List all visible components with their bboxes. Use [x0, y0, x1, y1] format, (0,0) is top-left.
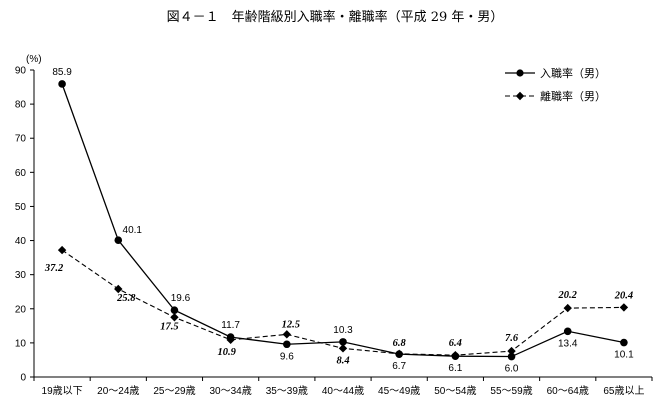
data-point-separation-rate [282, 330, 292, 339]
data-point-separation-rate [394, 349, 404, 359]
data-label-entry-rate: 19.6 [171, 293, 191, 304]
data-point-entry-rate [563, 327, 572, 336]
x-tick-label: 25～29歳 [153, 385, 195, 397]
data-point-separation-rate [170, 313, 179, 322]
x-tick-label: 19歳以下 [42, 385, 83, 397]
data-point-entry-rate [507, 352, 516, 361]
y-axis-unit: (%) [26, 54, 42, 65]
y-tick-label: 50 [15, 202, 27, 213]
data-label-entry-rate: 9.6 [280, 351, 294, 362]
x-tick-label: 30～34歳 [210, 385, 252, 397]
data-label-separation-rate: 10.9 [217, 347, 236, 358]
x-tick-label: 55～59歳 [490, 385, 532, 397]
chart-title: 図４－１ 年齢階級別入職率・離職率（平成 29 年・男） [167, 9, 504, 25]
data-point-entry-rate [170, 306, 179, 314]
x-tick-label: 50～54歳 [434, 385, 476, 397]
data-label-entry-rate: 11.7 [221, 320, 240, 331]
data-point-separation-rate [563, 303, 572, 313]
data-label-separation-rate: 7.6 [505, 333, 519, 344]
data-point-entry-rate [283, 340, 291, 349]
data-label-separation-rate: 6.8 [393, 338, 407, 349]
y-tick-label: 0 [20, 373, 26, 384]
x-tick-label: 45～49歳 [378, 385, 420, 397]
series-lines [61, 83, 625, 358]
data-point-entry-rate [114, 236, 123, 245]
data-label-entry-rate: 10.3 [333, 325, 353, 336]
data-label-separation-rate: 8.4 [336, 355, 349, 366]
data-label-separation-rate: 20.2 [558, 290, 578, 301]
data-label-entry-rate: 6.1 [448, 363, 462, 374]
y-ticks: 0 10 20 30 40 50 60 70 80 90 [15, 66, 34, 384]
data-label-separation-rate: 20.4 [614, 290, 633, 301]
data-point-entry-rate [620, 338, 628, 347]
data-point-separation-rate [451, 350, 460, 360]
y-tick-label: 10 [15, 338, 27, 349]
data-label-entry-rate: 40.1 [123, 225, 143, 236]
data-point-entry-rate [339, 338, 347, 346]
y-tick-label: 40 [15, 236, 27, 247]
data-label-separation-rate: 25.8 [116, 293, 136, 304]
y-tick-label: 20 [15, 304, 27, 315]
x-tick-label: 35～39歳 [266, 385, 308, 397]
data-label-entry-rate: 6.0 [505, 364, 519, 375]
legend-marker-separation-rate [515, 91, 525, 101]
series-markers [57, 80, 629, 361]
y-tick-label: 30 [15, 270, 27, 281]
legend-marker-entry-rate [516, 69, 524, 77]
y-tick-label: 70 [15, 134, 27, 145]
data-label-separation-rate: 37.2 [44, 263, 64, 274]
data-labels: 85.9 40.1 19.6 11.7 9.6 10.3 6.7 6.1 6.0 13.4 10.1… [44, 67, 634, 375]
data-point-entry-rate [58, 80, 66, 88]
data-point-separation-rate [226, 335, 235, 345]
data-point-separation-rate [507, 346, 516, 356]
x-tick-label: 65歳以上 [603, 385, 644, 397]
legend: 入職率（男） 離職率（男） [505, 66, 606, 103]
data-point-separation-rate [619, 303, 629, 312]
series-line-entry-rate [61, 83, 625, 358]
data-label-separation-rate: 6.4 [449, 338, 462, 349]
y-tick-label: 80 [15, 100, 27, 111]
data-label-entry-rate: 6.7 [392, 361, 406, 372]
legend-label-entry-rate: 入職率（男） [540, 66, 606, 80]
data-label-entry-rate: 10.1 [614, 350, 634, 361]
data-label-separation-rate: 17.5 [160, 321, 178, 332]
data-point-separation-rate [338, 344, 348, 353]
y-tick-label: 60 [15, 168, 27, 179]
x-ticks: 19歳以下 20～24歳 25～29歳 30～34歳 35～39歳 40～44歳 45～49… [33, 377, 653, 397]
x-tick-label: 40～44歳 [322, 385, 364, 397]
data-label-entry-rate: 85.9 [52, 67, 72, 78]
data-label-entry-rate: 13.4 [558, 338, 578, 349]
x-tick-label: 20～24歳 [97, 385, 139, 397]
y-tick-label: 90 [15, 66, 27, 77]
legend-label-separation-rate: 離職率（男） [540, 89, 606, 103]
data-point-separation-rate [57, 245, 67, 255]
data-label-separation-rate: 12.5 [282, 319, 300, 330]
data-point-separation-rate [114, 284, 123, 294]
x-tick-label: 60～64歳 [547, 385, 589, 397]
